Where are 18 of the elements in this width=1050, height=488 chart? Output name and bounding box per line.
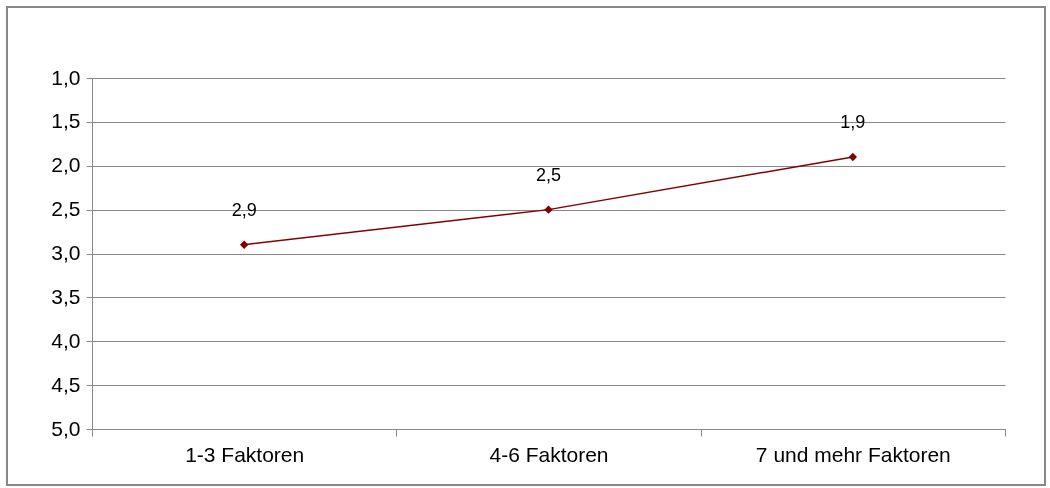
data-label: 1,9 [840,111,866,132]
y-tick-label: 4,0 [51,328,81,352]
y-tick-label: 1,0 [51,65,81,89]
y-tick-label: 1,5 [51,109,81,133]
data-label: 2,5 [535,164,562,185]
data-label: 2,9 [231,199,257,220]
x-tick-label: 7 und mehr Faktoren [755,442,951,466]
y-tick-label: 4,5 [51,372,81,396]
x-tick-label: 4-6 Faktoren [489,442,609,466]
y-tick-label: 5,0 [51,416,81,440]
point [544,205,553,214]
y-tick-label: 2,0 [51,153,81,177]
point [239,240,249,249]
y-tick-label: 3,5 [51,284,81,308]
y-tick-label: 3,0 [51,241,81,264]
point [848,152,858,162]
x-tick-label: 1-3 Faktoren [185,442,305,466]
y-tick-label: 2,5 [51,197,81,221]
